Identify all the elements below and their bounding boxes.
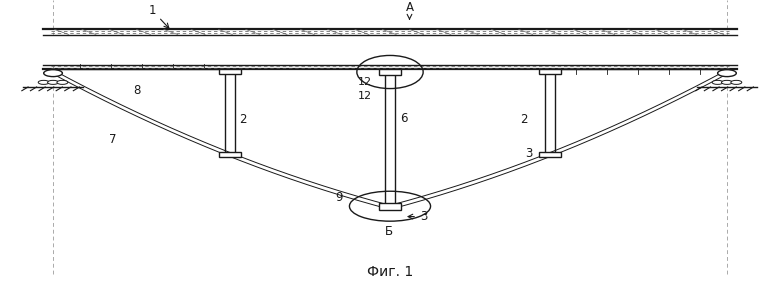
Circle shape bbox=[718, 70, 736, 77]
Bar bbox=[219, 69, 241, 74]
Text: 6: 6 bbox=[400, 111, 408, 125]
Bar bbox=[539, 152, 561, 158]
Bar bbox=[379, 203, 401, 210]
Circle shape bbox=[722, 80, 732, 84]
Text: 1: 1 bbox=[148, 3, 168, 28]
Bar bbox=[219, 152, 241, 158]
Text: 3: 3 bbox=[525, 147, 533, 160]
Bar bbox=[539, 69, 561, 74]
Circle shape bbox=[731, 80, 742, 84]
Text: 12: 12 bbox=[358, 91, 372, 101]
Text: Б: Б bbox=[385, 225, 392, 238]
Text: 8: 8 bbox=[133, 84, 140, 97]
Bar bbox=[379, 69, 401, 75]
Text: 2: 2 bbox=[520, 113, 528, 126]
Circle shape bbox=[44, 70, 62, 77]
Text: 12: 12 bbox=[358, 77, 372, 87]
Text: А: А bbox=[406, 1, 413, 20]
Text: 7: 7 bbox=[109, 133, 117, 146]
Text: 2: 2 bbox=[239, 113, 247, 126]
Circle shape bbox=[38, 80, 49, 84]
Circle shape bbox=[712, 80, 723, 84]
Circle shape bbox=[48, 80, 58, 84]
Text: 9: 9 bbox=[335, 191, 343, 204]
Circle shape bbox=[57, 80, 68, 84]
Text: Фиг. 1: Фиг. 1 bbox=[367, 265, 413, 279]
Text: 3: 3 bbox=[408, 210, 427, 223]
